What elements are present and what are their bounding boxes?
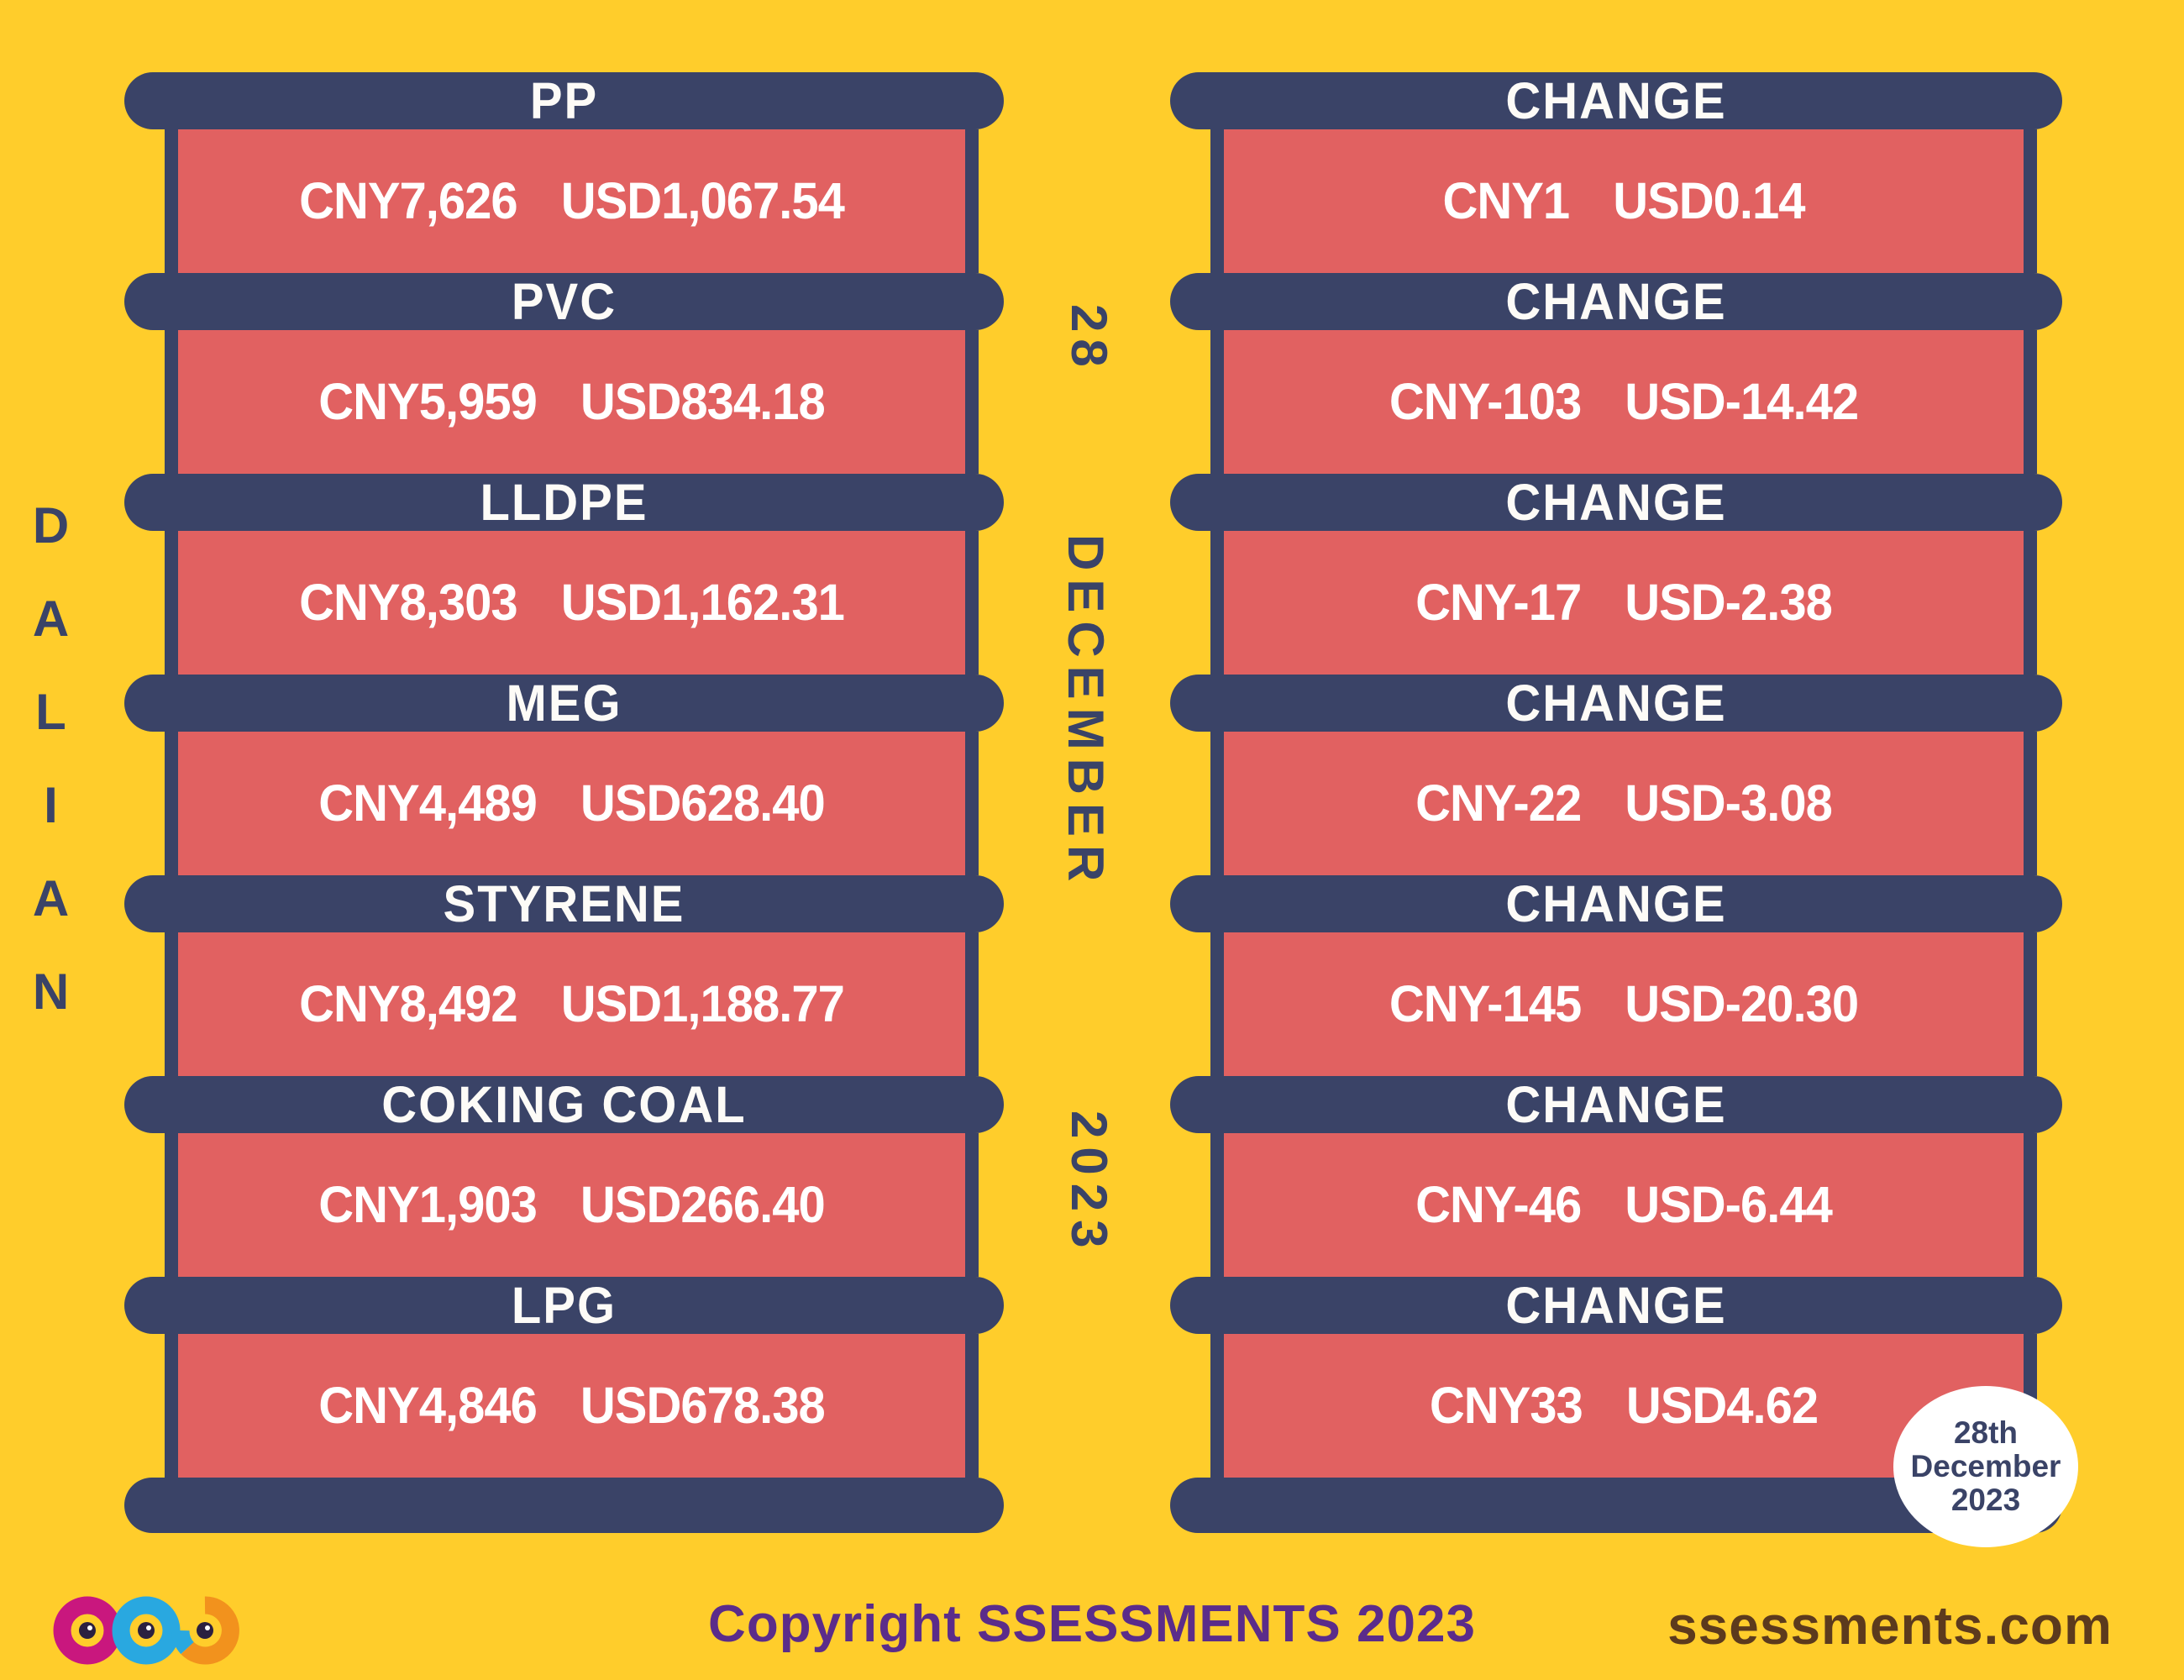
change-value-box-coking-coal: CNY-46 USD-6.44 bbox=[1210, 1133, 2037, 1277]
change-value-box-lldpe: CNY-17 USD-2.38 bbox=[1210, 531, 2037, 675]
date-month-label: DECEMBER bbox=[1058, 534, 1114, 890]
change-title-label: CHANGE bbox=[1505, 71, 1727, 130]
usd-price-value: USD266.40 bbox=[580, 1176, 826, 1234]
change-value-box-meg: CNY-22 USD-3.08 bbox=[1210, 732, 2037, 875]
product-name-label: PVC bbox=[511, 272, 617, 331]
badge-month: December bbox=[1910, 1449, 2061, 1484]
product-header-meg: MEG bbox=[124, 675, 1004, 732]
change-value-box-styrene: CNY-145 USD-20.30 bbox=[1210, 932, 2037, 1076]
product-header-lldpe: LLDPE bbox=[124, 474, 1004, 531]
website-text: ssessments.com bbox=[1667, 1595, 2113, 1656]
change-title-label: CHANGE bbox=[1505, 473, 1727, 532]
product-header-pp: PP bbox=[124, 72, 1004, 129]
cny-price-value: CNY7,626 bbox=[299, 172, 518, 230]
cny-change-value: CNY-17 bbox=[1415, 574, 1582, 632]
usd-change-value: USD-6.44 bbox=[1625, 1176, 1833, 1234]
cny-change-value: CNY-22 bbox=[1415, 774, 1582, 832]
change-header-meg: CHANGE bbox=[1170, 675, 2062, 732]
usd-change-value: USD-20.30 bbox=[1625, 975, 1859, 1033]
usd-price-value: USD1,188.77 bbox=[560, 975, 845, 1033]
change-header-lpg: CHANGE bbox=[1170, 1277, 2062, 1334]
change-title-label: CHANGE bbox=[1505, 1276, 1727, 1335]
products-column: PP CNY7,626 USD1,067.54 PVC CNY5,959 USD834.1… bbox=[124, 72, 1004, 1533]
usd-price-value: USD834.18 bbox=[580, 373, 826, 431]
change-header-coking-coal: CHANGE bbox=[1170, 1076, 2062, 1133]
cny-price-value: CNY8,303 bbox=[299, 574, 518, 632]
ssessments-infinity-loops-icon bbox=[53, 1596, 239, 1665]
usd-price-value: USD1,162.31 bbox=[560, 574, 845, 632]
product-value-box-lpg: CNY4,846 USD678.38 bbox=[165, 1334, 979, 1478]
product-value-box-pvc: CNY5,959 USD834.18 bbox=[165, 330, 979, 474]
product-header-lpg: LPG bbox=[124, 1277, 1004, 1334]
usd-change-value: USD0.14 bbox=[1613, 172, 1805, 230]
product-header-coking-coal: COKING COAL bbox=[124, 1076, 1004, 1133]
change-title-label: CHANGE bbox=[1505, 874, 1727, 933]
change-title-label: CHANGE bbox=[1505, 674, 1727, 732]
usd-change-value: USD-14.42 bbox=[1625, 373, 1859, 431]
usd-price-value: USD628.40 bbox=[580, 774, 826, 832]
change-header-styrene: CHANGE bbox=[1170, 875, 2062, 932]
changes-column: CHANGE CNY1 USD0.14 CHANGE CNY-103 USD-14.42 C… bbox=[1170, 72, 2062, 1533]
change-value-box-pp: CNY1 USD0.14 bbox=[1210, 129, 2037, 273]
change-value-box-pvc: CNY-103 USD-14.42 bbox=[1210, 330, 2037, 474]
usd-price-value: USD678.38 bbox=[580, 1377, 826, 1435]
cny-change-value: CNY-46 bbox=[1415, 1176, 1582, 1234]
usd-change-value: USD4.62 bbox=[1625, 1377, 1819, 1435]
cny-price-value: CNY4,846 bbox=[318, 1377, 538, 1435]
change-header-pp: CHANGE bbox=[1170, 72, 2062, 129]
product-name-label: PP bbox=[529, 71, 599, 130]
change-title-label: CHANGE bbox=[1505, 1075, 1727, 1134]
date-day-label: 28 bbox=[1061, 304, 1117, 374]
date-badge: 28th December 2023 bbox=[1893, 1386, 2078, 1547]
products-barrel-bottom-cap bbox=[124, 1478, 1004, 1533]
product-name-label: MEG bbox=[506, 674, 622, 732]
product-name-label: LLDPE bbox=[480, 473, 648, 532]
product-value-box-meg: CNY4,489 USD628.40 bbox=[165, 732, 979, 875]
badge-day: 28th bbox=[1953, 1415, 2019, 1451]
change-header-lldpe: CHANGE bbox=[1170, 474, 2062, 531]
usd-change-value: USD-2.38 bbox=[1625, 574, 1833, 632]
product-value-box-lldpe: CNY8,303 USD1,162.31 bbox=[165, 531, 979, 675]
date-year-label: 2023 bbox=[1061, 1110, 1117, 1257]
change-title-label: CHANGE bbox=[1505, 272, 1727, 331]
cny-price-value: CNY1,903 bbox=[318, 1176, 538, 1234]
cny-change-value: CNY-103 bbox=[1389, 373, 1582, 431]
product-value-box-coking-coal: CNY1,903 USD266.40 bbox=[165, 1133, 979, 1277]
cny-change-value: CNY33 bbox=[1429, 1377, 1583, 1435]
product-name-label: LPG bbox=[511, 1276, 617, 1335]
location-label: DALIAN bbox=[23, 497, 79, 1057]
cny-price-value: CNY4,489 bbox=[318, 774, 538, 832]
usd-price-value: USD1,067.54 bbox=[560, 172, 845, 230]
product-name-label: COKING COAL bbox=[381, 1075, 747, 1134]
cny-change-value: CNY1 bbox=[1442, 172, 1570, 230]
copyright-text: Copyright SSESSMENTS 2023 bbox=[708, 1595, 1476, 1653]
usd-change-value: USD-3.08 bbox=[1625, 774, 1833, 832]
product-header-pvc: PVC bbox=[124, 273, 1004, 330]
product-header-styrene: STYRENE bbox=[124, 875, 1004, 932]
product-value-box-styrene: CNY8,492 USD1,188.77 bbox=[165, 932, 979, 1076]
change-header-pvc: CHANGE bbox=[1170, 273, 2062, 330]
change-value-box-lpg: CNY33 USD4.62 bbox=[1210, 1334, 2037, 1478]
cny-change-value: CNY-145 bbox=[1389, 975, 1582, 1033]
badge-year: 2023 bbox=[1950, 1482, 2021, 1517]
product-name-label: STYRENE bbox=[443, 874, 685, 933]
cny-price-value: CNY8,492 bbox=[299, 975, 518, 1033]
product-value-box-pp: CNY7,626 USD1,067.54 bbox=[165, 129, 979, 273]
cny-price-value: CNY5,959 bbox=[318, 373, 538, 431]
